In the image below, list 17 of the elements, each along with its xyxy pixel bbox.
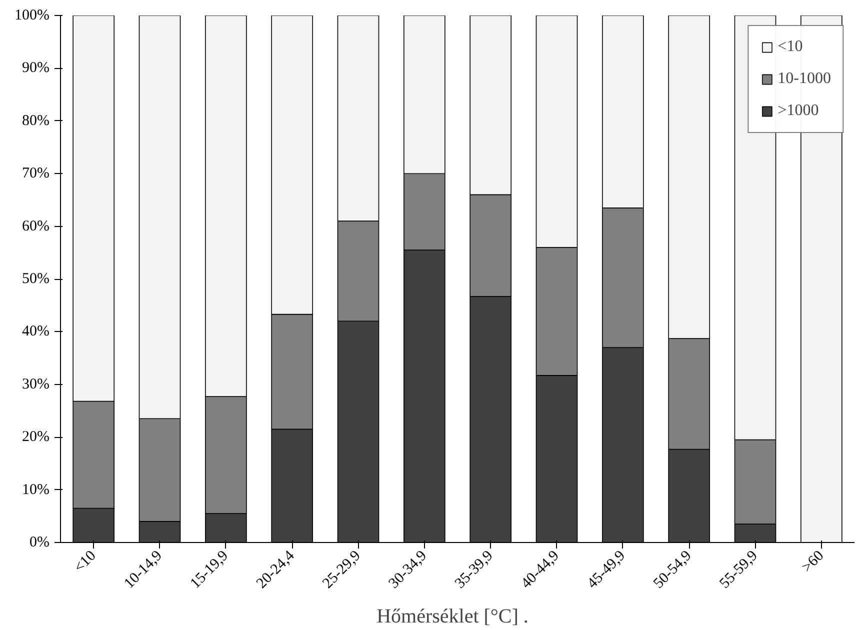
y-tick-label: 30% <box>22 376 50 392</box>
y-tick-label: 80% <box>22 112 50 129</box>
legend-label: <10 <box>778 38 803 56</box>
y-tick-label: 20% <box>22 429 50 446</box>
x-tick-label: <10 <box>71 548 100 576</box>
legend-label: >1000 <box>778 102 819 120</box>
y-tick-label: 10% <box>22 482 50 498</box>
y-tick-label: 100% <box>14 8 50 24</box>
y-tick-label: 90% <box>22 60 50 76</box>
y-tick-label: 40% <box>22 324 50 340</box>
x-tick-label: >60 <box>799 548 828 576</box>
y-tick-label: 0% <box>30 534 50 550</box>
y-tick-label: 70% <box>22 166 50 182</box>
x-axis-title: Hőmérséklet [°C] . <box>376 606 528 628</box>
y-tick-label: 50% <box>22 271 50 287</box>
legend-label: 10-1000 <box>778 70 831 88</box>
y-tick-label: 60% <box>22 218 50 234</box>
